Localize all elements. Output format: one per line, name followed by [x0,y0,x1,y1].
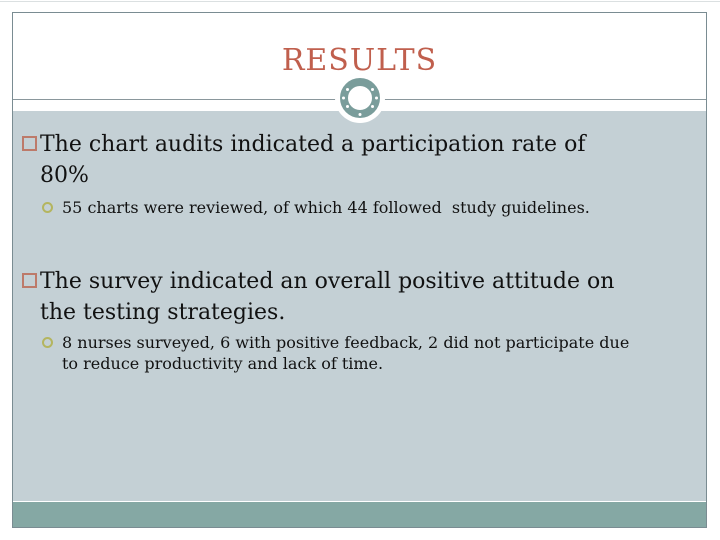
slide-title: RESULTS [281,42,438,78]
sub-bullet-text-line: 8 nurses surveyed, 6 with positive feedb… [62,333,630,352]
circle-bullet-icon [42,202,53,213]
ring-icon [340,78,380,118]
bullet-item-survey: The survey indicated an overall positive… [13,266,706,328]
sub-bullet-nurses-surveyed: 8 nurses surveyed, 6 with positive feedb… [13,332,706,374]
sub-bullet-charts-reviewed: 55 charts were reviewed, of which 44 fol… [13,197,706,218]
sub-bullet-text-line: 55 charts were reviewed, of which 44 fol… [62,198,590,217]
ring-notch [346,105,349,108]
bullet-text-line: 80% [40,163,89,188]
ring-notch [371,105,374,108]
top-edge-line [0,1,720,2]
bullet-item-chart-audits: The chart audits indicated a participati… [13,129,706,191]
square-bullet-icon [22,136,37,151]
ring-notch [358,113,362,116]
circle-bullet-icon [42,337,53,348]
bullet-text-line: the testing strategies. [40,300,286,325]
ring-notch [371,88,374,91]
slide-content: The chart audits indicated a participati… [13,111,706,501]
circle-ornament [335,73,385,123]
sub-bullet-text-line: to reduce productivity and lack of time. [62,354,384,373]
ring-notch [342,96,345,100]
title-area: RESULTS [13,13,706,99]
bullet-text-line: The survey indicated an overall positive… [40,269,615,294]
bullet-text-line: The chart audits indicated a participati… [40,132,586,157]
footer-bar [13,502,706,527]
ring-notch [346,88,349,91]
square-bullet-icon [22,273,37,288]
ring-notch [375,96,378,100]
